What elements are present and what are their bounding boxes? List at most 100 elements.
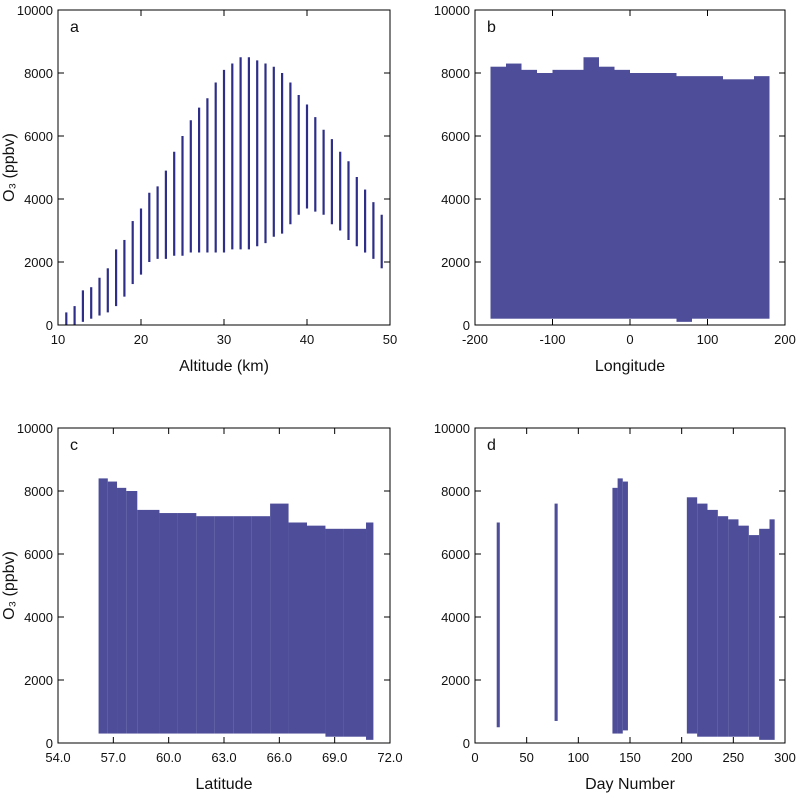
point-cloud [583,57,599,319]
x-tick-label: 100 [697,332,719,347]
point-cloud [728,519,739,737]
x-tick-label: 69.0 [322,750,347,765]
y-axis-label: O₃ (ppbv) [1,551,18,620]
y-tick-label: 8000 [441,484,470,499]
point-cloud [676,76,692,322]
point-cloud [612,487,618,734]
point-cloud [251,516,271,734]
point-cloud [521,69,537,319]
y-tick-label: 2000 [24,255,53,270]
point-cloud [738,79,754,319]
y-tick-label: 4000 [441,192,470,207]
point-cloud [645,73,661,319]
y-tick-label: 4000 [24,610,53,625]
point-cloud [686,497,698,734]
x-tick-label: 250 [722,750,744,765]
x-tick-label: 10 [51,332,65,347]
y-tick-label: 10000 [17,3,53,18]
x-tick-label: 300 [774,750,796,765]
y-tick-label: 2000 [24,673,53,688]
point-cloud [117,487,127,734]
panel-label: d [487,437,496,454]
panel-label: b [487,19,496,36]
x-tick-label: 50 [519,750,533,765]
point-cloud [661,73,677,319]
point-cloud [697,503,708,737]
y-tick-label: 4000 [441,610,470,625]
point-cloud [177,513,197,734]
point-cloud [98,478,108,734]
x-axis-label: Altitude (km) [179,358,269,375]
point-cloud [759,528,770,740]
point-cloud [159,513,178,734]
y-tick-label: 0 [463,318,470,333]
x-tick-label: 66.0 [267,750,292,765]
y-tick-label: 6000 [441,547,470,562]
y-tick-label: 2000 [441,255,470,270]
point-cloud [343,528,367,737]
y-tick-label: 4000 [24,192,53,207]
x-tick-label: 150 [619,750,641,765]
x-tick-label: 72.0 [377,750,402,765]
x-tick-label: 200 [671,750,693,765]
point-cloud [554,503,558,721]
point-cloud [754,76,770,319]
y-tick-label: 8000 [24,484,53,499]
point-cloud [325,528,344,737]
y-tick-label: 10000 [17,421,53,436]
point-cloud [692,76,708,319]
point-cloud [622,481,628,731]
point-cloud [707,76,723,319]
point-cloud [288,522,307,734]
point-cloud [552,69,568,319]
point-cloud [137,509,160,734]
point-cloud [599,66,615,319]
panel-label: a [70,19,79,36]
point-cloud [496,522,500,728]
point-cloud [614,69,630,319]
x-tick-label: 100 [567,750,589,765]
y-tick-label: 6000 [24,547,53,562]
y-tick-label: 8000 [441,66,470,81]
x-tick-label: 20 [134,332,148,347]
x-axis-label: Day Number [585,776,675,793]
point-cloud [233,516,252,734]
x-tick-label: 50 [383,332,397,347]
point-cloud [366,522,374,740]
y-tick-label: 10000 [434,421,470,436]
panel-label: c [70,437,78,454]
y-tick-label: 10000 [434,3,470,18]
point-cloud [748,535,760,737]
point-cloud [506,63,522,319]
point-cloud [717,516,729,737]
y-tick-label: 8000 [24,66,53,81]
y-tick-label: 6000 [24,129,53,144]
y-axis-label: O₃ (ppbv) [1,133,18,202]
point-cloud [307,525,326,734]
x-tick-label: 0 [626,332,633,347]
point-cloud [738,525,749,737]
x-tick-label: 40 [300,332,314,347]
x-tick-label: 60.0 [156,750,181,765]
x-tick-label: 200 [774,332,796,347]
point-cloud [107,481,118,734]
point-cloud [126,491,138,734]
x-tick-label: -100 [539,332,565,347]
point-cloud [630,73,646,319]
y-tick-label: 0 [463,736,470,751]
point-cloud [617,478,623,734]
x-tick-label: 57.0 [101,750,126,765]
y-tick-label: 6000 [441,129,470,144]
x-tick-label: -200 [462,332,488,347]
y-tick-label: 0 [46,318,53,333]
point-cloud [270,503,289,734]
x-tick-label: 0 [471,750,478,765]
point-cloud [537,73,553,319]
point-cloud [723,79,739,319]
point-cloud [769,519,775,740]
y-tick-label: 2000 [441,673,470,688]
x-axis-label: Latitude [196,776,253,793]
point-cloud [490,66,506,319]
point-cloud [196,516,215,734]
